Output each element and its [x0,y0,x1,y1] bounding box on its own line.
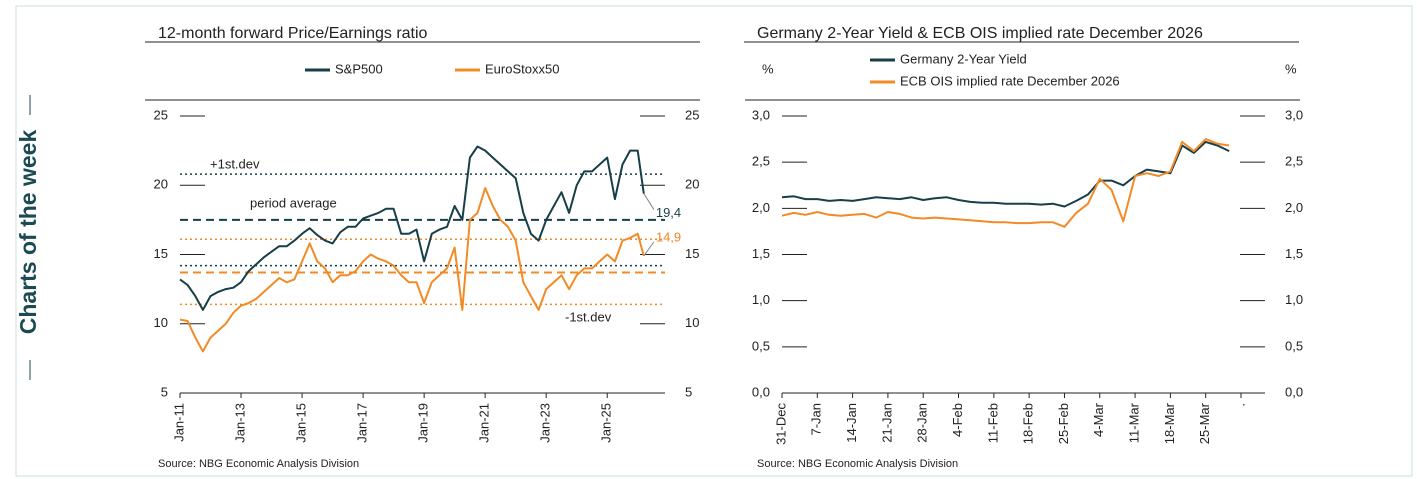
x-tick-label: 28-Jan [915,403,930,443]
x-tick-label: . [1232,403,1247,407]
y2-unit: % [1285,61,1297,76]
x-tick-label: Jan-25 [599,403,614,443]
sidebar-title: Charts of the week [15,130,41,335]
source: Source: NBG Economic Analysis Division [158,458,359,470]
y-tick-label: 25 [154,107,168,122]
source: Source: NBG Economic Analysis Division [757,458,958,470]
x-tick-label: 4-Mar [1091,402,1106,437]
legend-label: ECB OIS implied rate December 2026 [900,73,1120,88]
x-tick-label: 18-Mar [1162,402,1177,444]
frame [15,5,1413,477]
x-tick-label: Jan-13 [232,403,247,443]
y2-tick-label: 3,0 [1285,107,1303,122]
y-tick-label: 0,5 [752,338,770,353]
chart-title: Germany 2-Year Yield & ECB OIS implied r… [757,25,1203,42]
x-tick-label: 18-Feb [1021,403,1036,444]
y2-tick-label: 25 [685,107,699,122]
x-tick-label: Jan-23 [538,403,553,443]
label-leader [643,241,655,257]
y-tick-label: 2,5 [752,154,770,169]
x-tick-label: Jan-17 [355,403,370,443]
x-tick-label: Jan-15 [294,403,309,443]
y2-tick-label: 10 [685,315,699,330]
x-tick-label: 11-Mar [1127,402,1142,443]
chart-title: 12-month forward Price/Earnings ratio [158,25,428,42]
y2-tick-label: 15 [685,246,699,261]
y-tick-label: 1,0 [752,292,770,307]
annotation: -1st.dev [565,309,612,324]
x-tick-label: 7-Jan [809,403,824,436]
x-tick-label: 25-Feb [1056,403,1071,444]
x-tick-label: 25-Mar [1197,402,1212,444]
y2-tick-label: 20 [685,177,699,192]
y2-tick-label: 1,0 [1285,292,1303,307]
x-tick-label: 14-Jan [844,403,859,443]
y2-tick-label: 0,0 [1285,384,1303,399]
x-tick-label: 11-Feb [985,403,1000,443]
legend-label: EuroStoxx50 [485,61,559,76]
legend-label: S&P500 [335,61,383,76]
y-tick-label: 3,0 [752,107,770,122]
y-tick-label: 10 [154,315,168,330]
y2-tick-label: 5 [685,384,692,399]
series-line [179,145,645,311]
y2-tick-label: 1,5 [1285,246,1303,261]
x-tick-label: Jan-11 [171,403,186,442]
x-tick-label: 31-Dec [773,403,788,445]
x-tick-label: Jan-21 [477,403,492,443]
y-tick-label: 2,0 [752,200,770,215]
series-line [781,138,1230,228]
end-label: 14,9 [656,229,681,244]
end-label: 19,4 [656,205,681,220]
legend-label: Germany 2-Year Yield [900,51,1027,66]
series-line [179,187,645,353]
y-unit: % [762,61,774,76]
y-tick-label: 0,0 [752,384,770,399]
y2-tick-label: 2,5 [1285,154,1303,169]
x-tick-label: Jan-19 [416,403,431,443]
annotation: +1st.dev [210,156,260,171]
y-tick-label: 1,5 [752,246,770,261]
x-tick-label: 4-Feb [950,403,965,437]
annotation: period average [250,195,337,210]
y-tick-label: 5 [161,384,168,399]
label-leader [643,193,655,210]
y-tick-label: 20 [154,177,168,192]
series-line [781,140,1230,208]
y2-tick-label: 2,0 [1285,200,1303,215]
y2-tick-label: 0,5 [1285,338,1303,353]
y-tick-label: 15 [154,246,168,261]
x-tick-label: 21-Jan [879,403,894,443]
